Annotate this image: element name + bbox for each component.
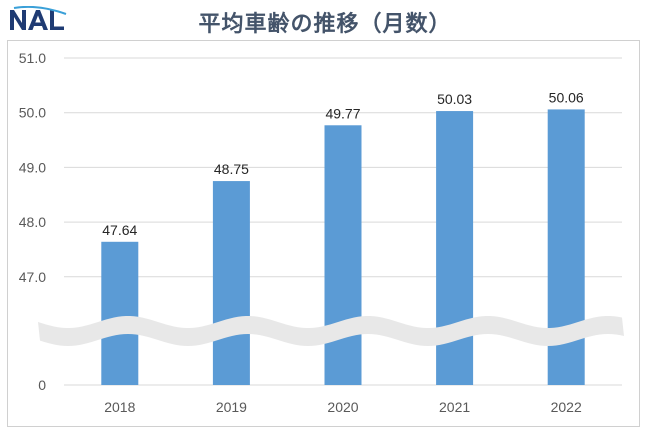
x-tick-label: 2021 [439, 399, 470, 415]
nal-logo-graphic [10, 5, 67, 30]
chart-frame [7, 40, 640, 427]
data-label: 49.77 [325, 105, 360, 121]
data-labels: 47.64 48.75 49.77 50.03 50.06 [102, 89, 584, 237]
y-tick-label: 48.0 [19, 214, 46, 230]
chart-title: 平均車齢の推移（月数） [198, 12, 452, 37]
axis-break-band [38, 316, 624, 346]
nal-logo [8, 5, 70, 32]
data-label: 47.64 [102, 222, 137, 238]
y-tick-label: 50.0 [19, 105, 46, 121]
y-axis-ticks: 51.0 50.0 49.0 48.0 47.0 0 [19, 50, 46, 393]
data-label: 48.75 [214, 161, 249, 177]
axis-break [38, 316, 624, 346]
x-tick-label: 2018 [104, 399, 135, 415]
y-tick-label: 51.0 [19, 50, 46, 66]
x-tick-label: 2022 [551, 399, 582, 415]
y-tick-label: 47.0 [19, 269, 46, 285]
bars [101, 109, 585, 386]
bar [324, 125, 362, 385]
x-tick-label: 2020 [327, 399, 358, 415]
data-label: 50.03 [437, 91, 472, 107]
data-label: 50.06 [549, 89, 584, 105]
bar [101, 241, 139, 385]
x-axis-ticks: 2018 2019 2020 2021 2022 [104, 399, 582, 415]
x-tick-label: 2019 [216, 399, 247, 415]
y-tick-label: 0 [38, 377, 46, 393]
y-tick-label: 49.0 [19, 159, 46, 175]
bar [212, 181, 250, 385]
